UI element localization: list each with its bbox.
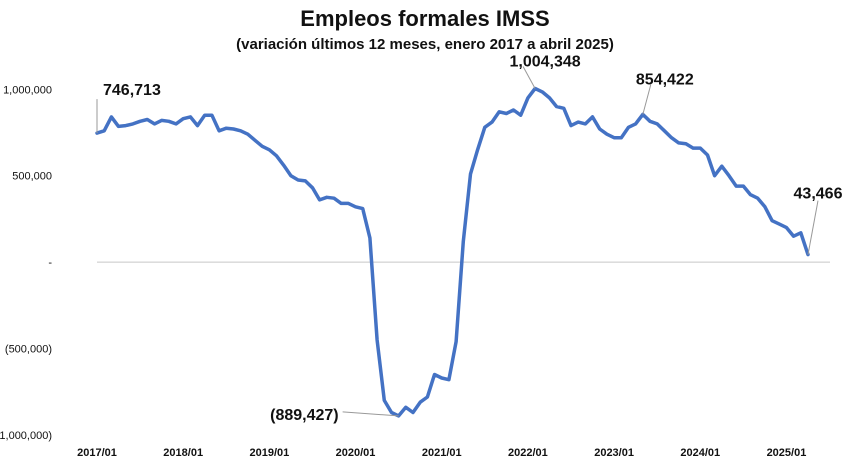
- data-label: 746,713: [103, 82, 161, 99]
- data-label: 854,422: [636, 71, 694, 88]
- y-tick-label: 500,000: [12, 171, 52, 183]
- annotation-leader: [807, 200, 819, 255]
- data-annotations: 746,713 (889,427) 1,004,348 854,422 43,466: [96, 54, 843, 424]
- x-tick-label: 2025/01: [767, 447, 807, 459]
- data-label: 43,466: [794, 186, 843, 203]
- x-tick-label: 2022/01: [508, 447, 548, 459]
- y-tick-label: (500,000): [5, 344, 52, 356]
- y-axis: 1,000,000 500,000 - (500,000) (1,000,000): [0, 84, 52, 442]
- data-label: 1,004,348: [509, 54, 580, 71]
- x-tick-label: 2020/01: [336, 447, 376, 459]
- y-tick-label: 1,000,000: [3, 84, 52, 96]
- annotation-leader: [522, 66, 536, 89]
- x-axis: 2017/01 2018/01 2019/01 2020/01 2021/01 2022/…: [77, 447, 806, 459]
- x-tick-label: 2017/01: [77, 447, 117, 459]
- x-tick-label: 2019/01: [249, 447, 289, 459]
- x-tick-label: 2018/01: [163, 447, 203, 459]
- chart-subtitle: (variación últimos 12 meses, enero 2017 …: [236, 36, 614, 53]
- x-tick-label: 2023/01: [594, 447, 634, 459]
- series-line: [95, 86, 810, 418]
- y-tick-label: (1,000,000): [0, 430, 52, 442]
- chart-title: Empleos formales IMSS: [300, 6, 550, 31]
- x-tick-label: 2021/01: [422, 447, 462, 459]
- annotation-leader: [342, 411, 399, 417]
- annotation-leader: [642, 84, 652, 115]
- data-label: (889,427): [270, 407, 339, 424]
- y-tick-label: -: [48, 257, 52, 269]
- x-tick-label: 2024/01: [680, 447, 720, 459]
